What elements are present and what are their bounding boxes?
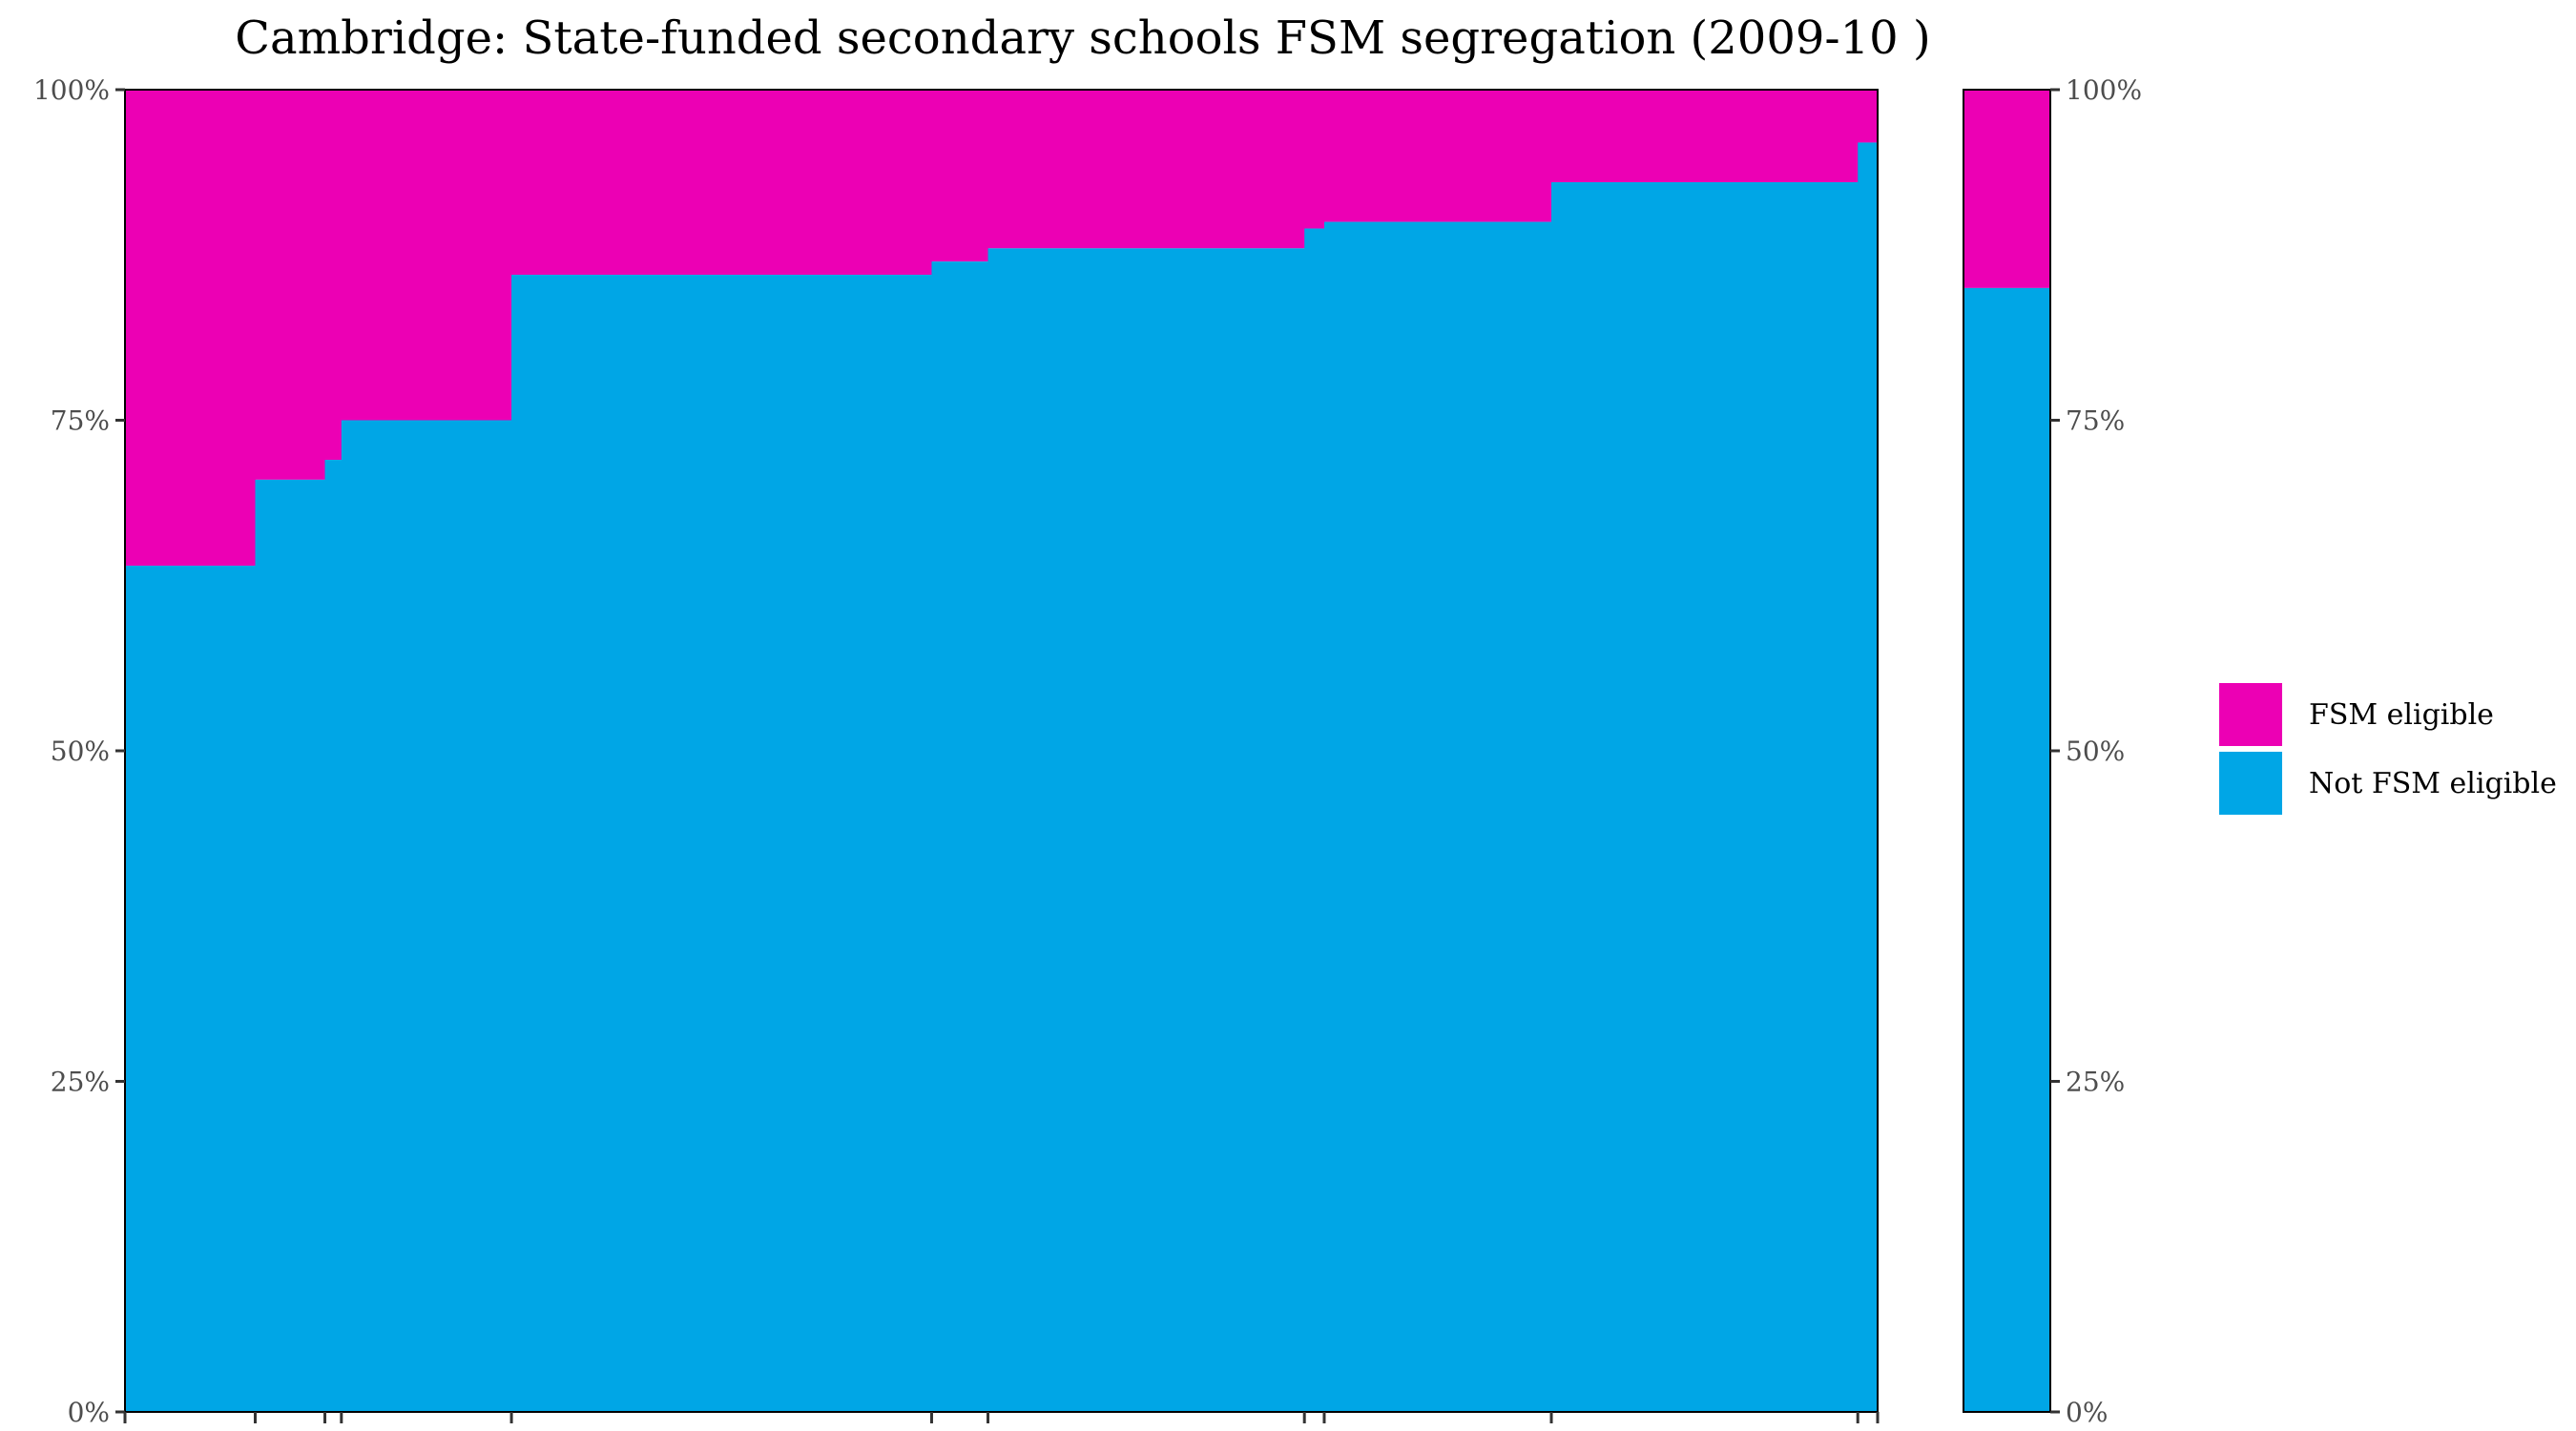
y-tick-label-right: 100% [2066, 74, 2142, 106]
chart-title: Cambridge: State-funded secondary school… [235, 11, 1930, 65]
legend-label-not_fsm: Not FSM eligible [2309, 767, 2557, 800]
school-bar-fsm-6 [931, 90, 989, 262]
school-bar-not-fsm-11 [1858, 142, 1879, 1413]
y-tick-label-right: 0% [2066, 1397, 2108, 1428]
legend-swatch-not_fsm [2219, 752, 2282, 815]
school-bar-fsm-8 [1304, 90, 1325, 229]
school-bar-fsm-2 [255, 90, 326, 480]
school-bar-fsm-9 [1323, 90, 1552, 222]
x-axis [123, 1412, 1880, 1423]
school-bar-not-fsm-3 [324, 460, 343, 1413]
y-tick-label-left: 100% [33, 74, 110, 106]
school-bars [124, 89, 1879, 1413]
y-tick-label-left: 0% [68, 1397, 110, 1428]
total-bar [1963, 89, 2051, 1413]
school-bar-fsm-4 [341, 90, 512, 421]
y-tick-label-left: 25% [51, 1067, 110, 1098]
y-tick-label-right: 25% [2066, 1067, 2125, 1098]
school-bar-not-fsm-4 [341, 420, 512, 1412]
y-axis-right: 0% 25% 50% 75% 100% [2050, 74, 2142, 1428]
y-tick-label-left: 50% [51, 736, 110, 767]
school-bar-not-fsm-6 [931, 261, 989, 1413]
school-bar-not-fsm-10 [1551, 182, 1859, 1412]
total-bar-not-fsm [1963, 287, 2050, 1412]
school-bar-fsm-7 [987, 90, 1305, 249]
school-bar-not-fsm-2 [255, 479, 326, 1412]
school-bar-not-fsm-9 [1323, 221, 1552, 1413]
school-bar-fsm-1 [125, 90, 257, 566]
school-bar-not-fsm-7 [987, 248, 1305, 1412]
y-tick-label-right: 75% [2066, 405, 2125, 437]
y-tick-label-right: 50% [2066, 736, 2125, 767]
legend: FSM eligible Not FSM eligible [2219, 683, 2557, 815]
school-bar-fsm-10 [1551, 90, 1859, 183]
legend-label-fsm: FSM eligible [2309, 698, 2494, 732]
total-bar-fsm [1963, 90, 2050, 288]
legend-swatch-fsm [2219, 683, 2282, 746]
school-bar-not-fsm-8 [1304, 228, 1325, 1412]
school-bar-not-fsm-1 [125, 565, 257, 1412]
school-bar-fsm-11 [1858, 90, 1879, 143]
school-bar-fsm-3 [324, 90, 343, 461]
school-bar-not-fsm-5 [511, 275, 933, 1412]
y-tick-label-left: 75% [51, 405, 110, 437]
y-axis-left: 0% 25% 50% 75% 100% [33, 74, 125, 1428]
school-bar-fsm-5 [511, 90, 933, 276]
